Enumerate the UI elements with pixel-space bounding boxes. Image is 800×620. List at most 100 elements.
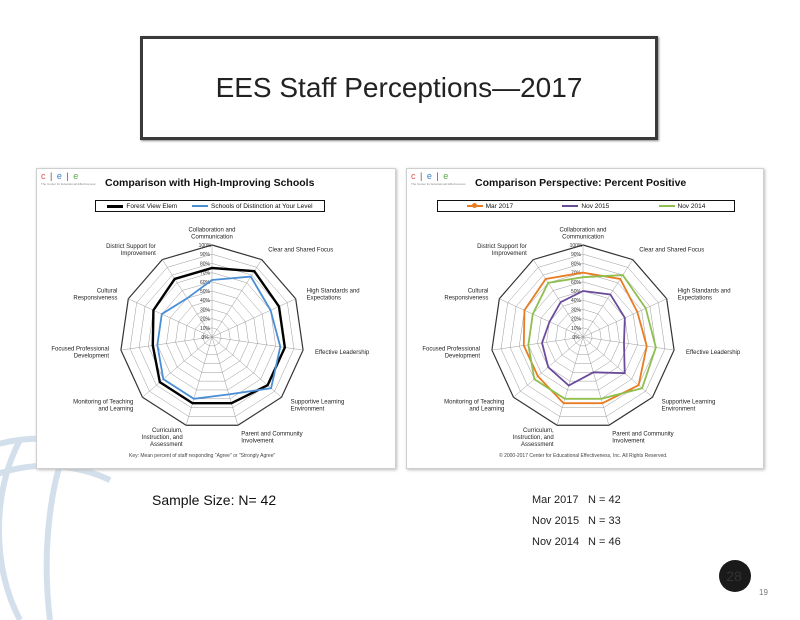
radar-category-label: Parent and Community Involvement	[612, 431, 673, 444]
radar-grid-ring	[157, 281, 267, 391]
radar-category-label: Monitoring of Teaching and Learning	[444, 400, 504, 413]
radar-panel-left: c | e | e The Center for Educational Eff…	[36, 168, 396, 469]
radar-category-label: District Support for Improvement	[477, 244, 527, 257]
legend-item: Nov 2015	[562, 203, 609, 210]
radar-series-line	[527, 274, 657, 400]
logo-tagline: The Center for Educational Effectiveness	[41, 182, 96, 186]
radar-category-label: Curriculum, Instruction, and Assessment	[142, 428, 183, 448]
radar-grid-ring	[184, 309, 240, 364]
radar-tick-label: 10%	[571, 326, 582, 332]
logo-tagline: The Center for Educational Effectiveness	[411, 182, 466, 186]
radar-spoke	[533, 259, 584, 338]
radar-chart-right: 0%10%20%30%40%50%60%70%80%90%100%Collabo…	[422, 228, 741, 448]
radar-tick-label: 30%	[200, 307, 211, 313]
radar-grid-ring	[555, 309, 611, 364]
radar-series-line	[151, 266, 287, 405]
radar-tick-label: 30%	[571, 307, 582, 313]
radar-category-label: Effective Leadership	[315, 350, 370, 356]
radar-spoke	[142, 336, 213, 398]
radar-grid-ring	[193, 318, 231, 355]
radar-spoke	[582, 336, 653, 398]
radar-spoke	[582, 336, 675, 351]
radar-grid-ring	[509, 263, 657, 408]
radar-tick-label: 90%	[200, 252, 211, 258]
radar-tick-label: 0%	[572, 335, 580, 341]
sample-counts: Mar 2017 N = 42 Nov 2015 N = 33 Nov 2014 N …	[532, 490, 621, 553]
radar-category-label: Supportive Learning Environment	[662, 400, 716, 413]
radar-category-label: High Standards and Expectations	[307, 288, 360, 301]
radar-panel-right: c | e | e The Center for Educational Eff…	[406, 168, 764, 469]
radar-category-label: Parent and Community Involvement	[241, 431, 302, 444]
radar-tick-label: 10%	[200, 326, 211, 332]
count-row: Mar 2017 N = 42	[532, 494, 621, 506]
sample-size: Sample Size: N= 42	[152, 492, 277, 508]
radar-grid-ring	[491, 244, 675, 426]
chart-footnote: © 2000-2017 Center for Educational Effec…	[499, 453, 668, 459]
cee-logo: c | e | e	[41, 171, 80, 181]
radar-tick-label: 60%	[200, 280, 211, 286]
radar-spoke	[211, 259, 262, 338]
radar-category-label: Focused Professional Development	[422, 346, 480, 359]
radar-grid-ring	[573, 327, 593, 347]
radar-category-label: Focused Professional Development	[51, 346, 109, 359]
radar-spoke	[582, 336, 610, 426]
radar-grid-ring	[175, 299, 249, 373]
radar-spoke	[491, 336, 584, 351]
radar-category-label: Monitoring of Teaching and Learning	[73, 400, 133, 413]
radar-series-line	[541, 290, 626, 387]
radar-grid-ring	[166, 290, 258, 382]
radar-tick-label: 100%	[199, 243, 212, 249]
page-number: 19	[759, 588, 768, 597]
radar-spoke	[211, 336, 304, 351]
radar-tick-label: 100%	[570, 243, 583, 249]
radar-tick-label: 90%	[571, 252, 582, 258]
radar-tick-label: 80%	[571, 261, 582, 267]
radar-tick-label: 0%	[201, 335, 209, 341]
radar-spoke	[211, 298, 296, 338]
radar-category-label: Clear and Shared Focus	[639, 248, 704, 254]
radar-spoke	[499, 298, 584, 338]
radar-grid-ring	[500, 253, 666, 417]
radar-tick-label: 40%	[200, 298, 211, 304]
radar-tick-label: 70%	[200, 271, 211, 277]
radar-spoke	[582, 259, 633, 338]
radar-spoke	[556, 336, 584, 426]
count-row: Nov 2015 N = 33	[532, 515, 621, 527]
radar-spoke	[211, 336, 282, 398]
title-box: EES Staff Perceptions—2017	[140, 36, 658, 140]
radar-tick-label: 20%	[200, 317, 211, 323]
radar-category-label: Curriculum, Instruction, and Assessment	[513, 428, 554, 448]
radar-series-line	[522, 271, 648, 405]
chart-legend: Mar 2017 Nov 2015 Nov 2014	[437, 200, 735, 212]
legend-item: Forest View Elem	[107, 203, 177, 210]
radar-category-label: Effective Leadership	[686, 350, 741, 356]
legend-item: Mar 2017	[466, 203, 513, 210]
radar-category-label: Cultural Responsiveness	[444, 288, 488, 301]
chart-footnote: Key: Mean percent of staff responding "A…	[129, 453, 276, 459]
radar-category-label: Clear and Shared Focus	[268, 248, 333, 254]
radar-grid-ring	[120, 244, 304, 426]
radar-category-label: High Standards and Expectations	[678, 288, 731, 301]
radar-tick-label: 20%	[571, 317, 582, 323]
cee-logo: c | e | e	[411, 171, 450, 181]
radar-category-label: District Support for Improvement	[106, 244, 156, 257]
radar-tick-label: 50%	[200, 289, 211, 295]
radar-spoke	[185, 336, 213, 426]
radar-category-label: Cultural Responsiveness	[73, 288, 117, 301]
radar-grid-ring	[129, 253, 295, 417]
radar-grid-ring	[564, 318, 602, 355]
radar-series-line	[156, 275, 282, 400]
radar-category-label: Collaboration and Communication	[559, 228, 606, 241]
legend-item: Schools of Distinction at Your Level	[192, 203, 313, 210]
radar-spoke	[128, 298, 213, 338]
radar-chart-left: 0% 10% 20% 30% 40% 50% 60% 70% 80% 90% 100% Collabo…	[51, 228, 370, 448]
chart-title: Comparison with High-Improving Schools	[105, 177, 315, 189]
radar-grid-ring	[528, 281, 638, 391]
slide-title: EES Staff Perceptions—2017	[215, 72, 583, 103]
radar-tick-label: 80%	[200, 261, 211, 267]
radar-category-label: Supportive Learning Environment	[291, 400, 345, 413]
legend-item: Nov 2014	[658, 203, 705, 210]
radar-spoke	[120, 336, 213, 351]
count-row: Nov 2014 N = 46	[532, 536, 621, 548]
radar-tick-label: 60%	[571, 280, 582, 286]
